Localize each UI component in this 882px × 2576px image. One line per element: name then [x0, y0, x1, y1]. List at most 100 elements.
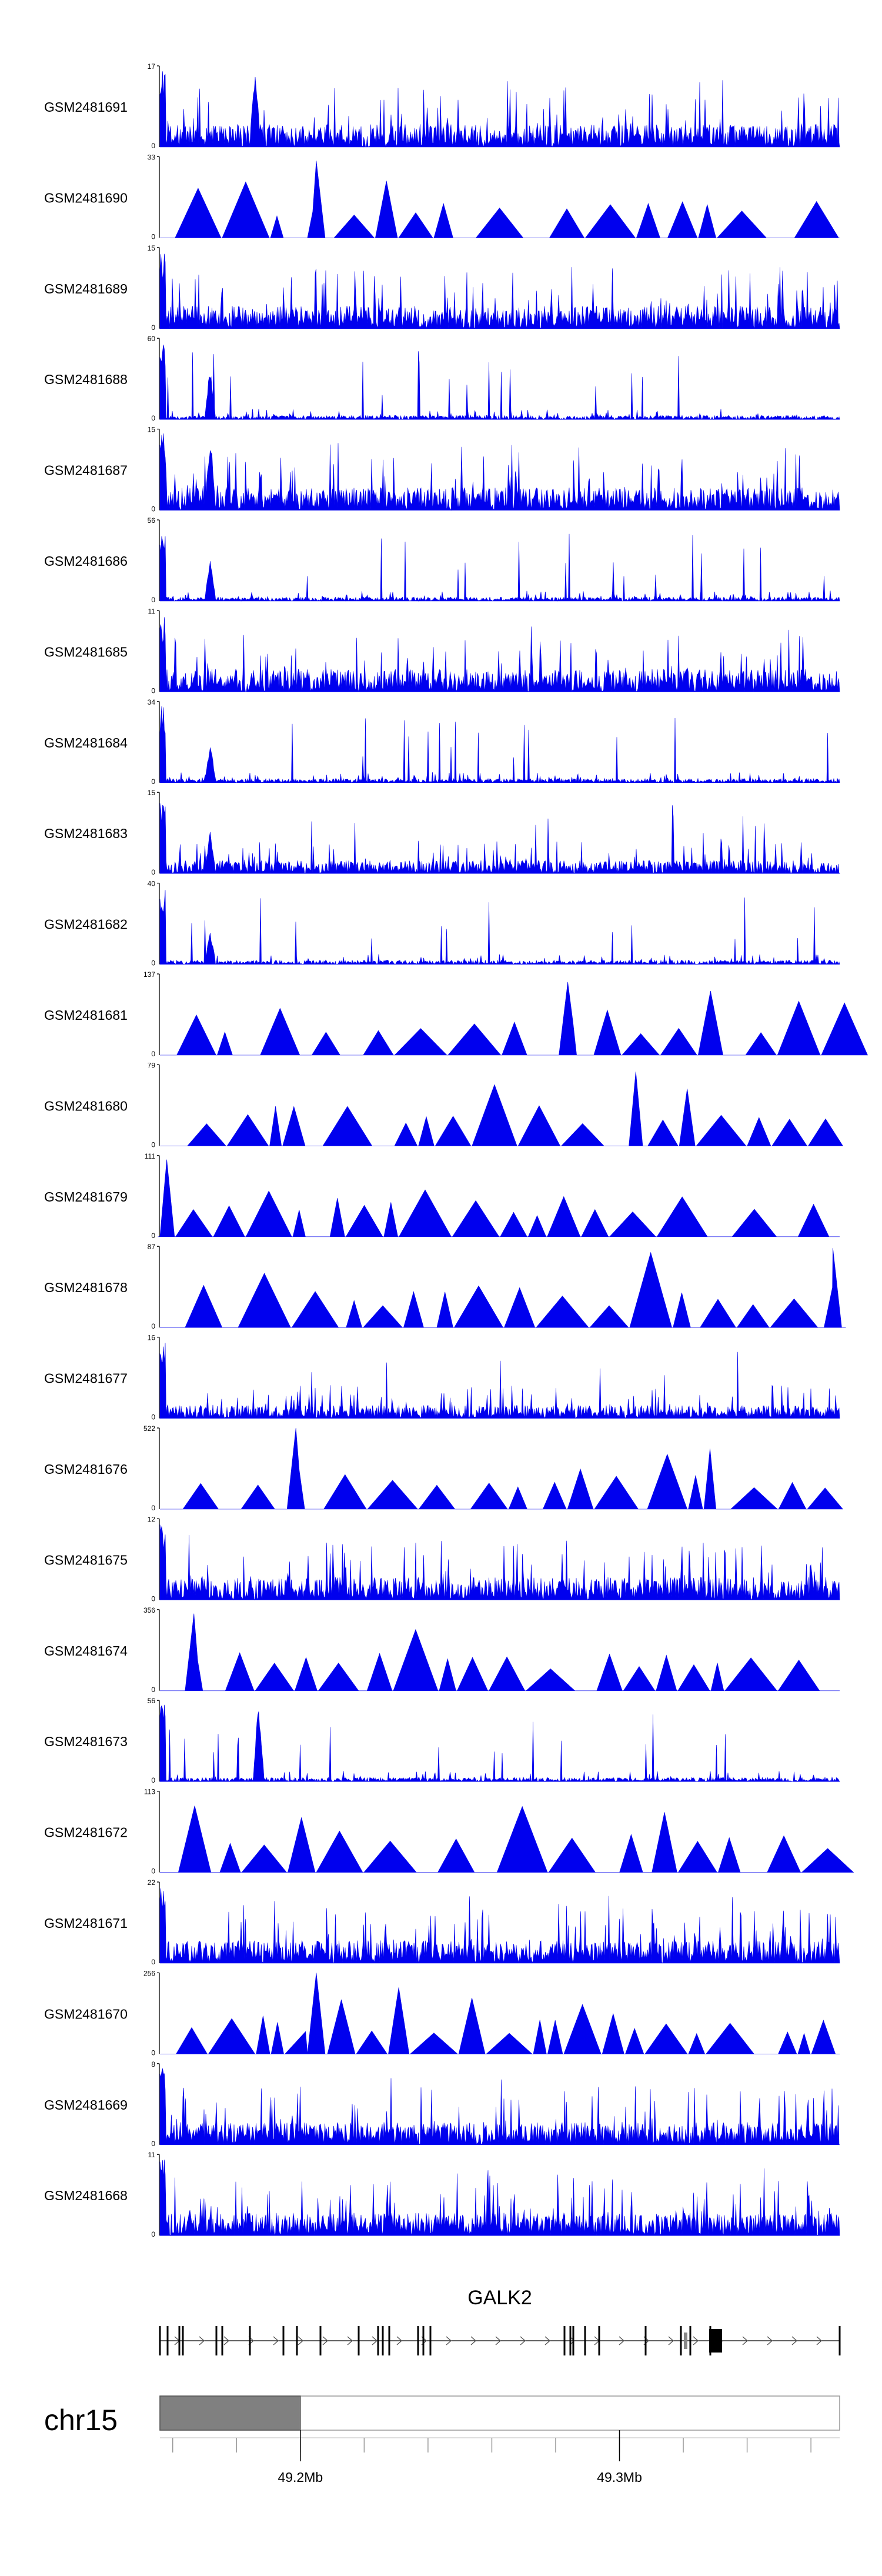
strand-arrow [495, 2336, 502, 2345]
track-label: GSM2481675 [44, 1552, 128, 1567]
axis-label: 49.3Mb [597, 2470, 642, 2485]
y-max-label: 356 [143, 1606, 155, 1614]
y-max-label: 79 [148, 1061, 156, 1069]
track-label: GSM2481680 [44, 1098, 128, 1113]
track-label: GSM2481682 [44, 917, 128, 932]
y-max-label: 34 [148, 698, 156, 706]
y-min-label: 0 [151, 323, 155, 332]
track-GSM2481688: GSM2481688 60 0 [44, 335, 840, 422]
exon [215, 2326, 218, 2355]
coverage-area [160, 161, 840, 238]
y-max-label: 111 [145, 1152, 156, 1160]
track-label: GSM2481690 [44, 190, 128, 205]
exon [178, 2326, 181, 2355]
y-max-label: 11 [148, 2151, 156, 2159]
exon [563, 2326, 566, 2355]
y-min-label: 0 [151, 959, 155, 967]
track-GSM2481678: GSM2481678 87 0 [44, 1243, 846, 1330]
coverage-area [158, 1159, 840, 1237]
y-min-label: 0 [151, 778, 155, 786]
strand-arrow [693, 2336, 699, 2345]
track-GSM2481683: GSM2481683 15 0 [44, 789, 840, 876]
y-max-label: 60 [148, 335, 156, 343]
track-GSM2481685: GSM2481685 11 0 [44, 607, 840, 695]
exon [584, 2326, 586, 2355]
strand-arrow [742, 2336, 749, 2345]
track-GSM2481669: GSM2481669 8 0 [44, 2060, 840, 2148]
track-label: GSM2481685 [44, 644, 128, 659]
track-GSM2481690: GSM2481690 33 0 [44, 153, 840, 241]
y-min-label: 0 [151, 1686, 155, 1694]
track-GSM2481677: GSM2481677 16 0 [44, 1334, 840, 1422]
y-max-label: 15 [148, 426, 156, 434]
coding-exon [709, 2329, 722, 2353]
exon [429, 2326, 432, 2355]
exon [159, 2326, 161, 2355]
y-min-label: 0 [151, 232, 155, 241]
y-min-label: 0 [151, 1322, 155, 1330]
gene-track: GALK2 [159, 2287, 841, 2355]
y-min-label: 0 [151, 596, 155, 604]
track-GSM2481676: GSM2481676 522 0 [44, 1424, 843, 1512]
strand-arrow [619, 2336, 625, 2345]
strand-arrow [791, 2336, 798, 2345]
y-max-label: 16 [148, 1334, 156, 1342]
y-max-label: 15 [148, 244, 156, 252]
track-label: GSM2481691 [44, 99, 128, 115]
y-max-label: 522 [143, 1424, 155, 1433]
exon [282, 2326, 285, 2355]
strand-arrow [396, 2336, 403, 2345]
y-min-label: 0 [151, 1776, 155, 1784]
exon [182, 2326, 184, 2355]
coverage-area [159, 803, 840, 874]
axis-label: 49.2Mb [278, 2470, 323, 2485]
coverage-area [159, 253, 840, 329]
strand-arrow [569, 2336, 576, 2345]
coverage-area [160, 1973, 840, 2054]
coverage-area [160, 1427, 843, 1510]
y-max-label: 40 [148, 880, 156, 888]
track-GSM2481680: GSM2481680 79 0 [44, 1061, 844, 1149]
y-min-label: 0 [151, 1594, 155, 1603]
track-label: GSM2481683 [44, 826, 128, 841]
track-GSM2481686: GSM2481686 56 0 [44, 516, 840, 604]
track-GSM2481682: GSM2481682 40 0 [44, 880, 840, 967]
exon [358, 2326, 360, 2355]
gene-name-label: GALK2 [467, 2287, 532, 2309]
y-min-label: 0 [151, 1050, 155, 1058]
track-GSM2481679: GSM2481679 111 0 [44, 1152, 840, 1240]
strand-arrow [372, 2336, 378, 2345]
strand-arrow [816, 2336, 823, 2345]
y-min-label: 0 [151, 1958, 155, 1966]
track-GSM2481681: GSM2481681 137 0 [44, 970, 868, 1058]
coverage-area [160, 1613, 840, 1691]
track-GSM2481689: GSM2481689 15 0 [44, 244, 840, 332]
exon [689, 2326, 691, 2355]
strand-arrow [347, 2336, 353, 2345]
exon [644, 2326, 647, 2355]
y-max-label: 87 [148, 1243, 156, 1251]
strand-arrow [298, 2336, 304, 2345]
y-min-label: 0 [151, 686, 155, 695]
coverage-area [159, 617, 840, 692]
coverage-area [160, 982, 868, 1056]
y-min-label: 0 [151, 1504, 155, 1512]
coverage-area [160, 1247, 846, 1328]
strand-arrow [544, 2336, 551, 2345]
y-min-label: 0 [151, 2048, 155, 2057]
track-label: GSM2481681 [44, 1007, 128, 1023]
track-GSM2481672: GSM2481672 113 0 [44, 1788, 854, 1876]
coverage-area [159, 890, 840, 965]
coverage-area [159, 1704, 840, 1783]
coverage-area [159, 706, 840, 783]
exon [598, 2326, 600, 2355]
track-label: GSM2481676 [44, 1461, 128, 1477]
track-GSM2481675: GSM2481675 12 0 [44, 1515, 840, 1603]
y-max-label: 11 [148, 607, 156, 615]
track-label: GSM2481687 [44, 463, 128, 478]
y-max-label: 33 [148, 153, 156, 161]
strand-arrow [767, 2336, 773, 2345]
track-GSM2481674: GSM2481674 356 0 [44, 1606, 840, 1694]
track-label: GSM2481684 [44, 735, 128, 750]
